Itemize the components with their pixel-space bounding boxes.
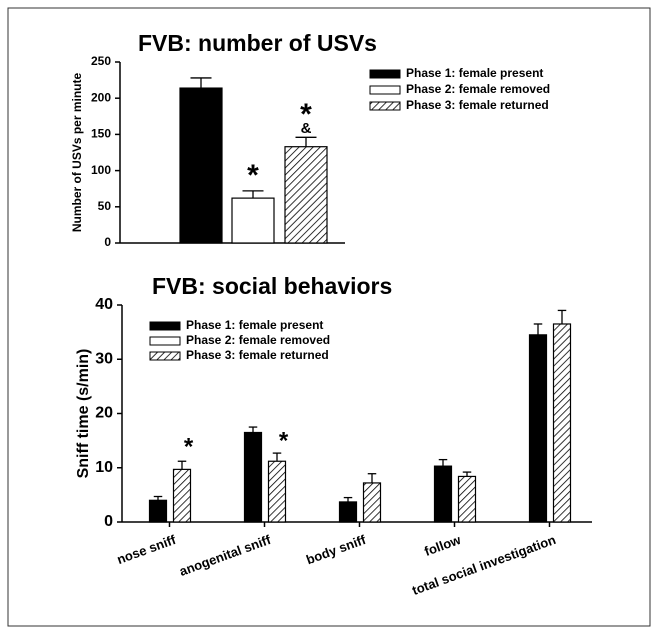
bar [267, 460, 287, 523]
bar [179, 87, 223, 244]
legend-swatch [369, 69, 401, 79]
y-axis-label: Number of USVs per minute [70, 72, 84, 232]
legend-label: Phase 2: female removed [186, 333, 330, 347]
y-tick-label: 50 [98, 199, 112, 213]
y-tick-label: 100 [91, 163, 111, 177]
bar [552, 323, 572, 523]
annotation: * [247, 159, 259, 192]
annotation: * [279, 427, 289, 454]
legend-swatch [149, 351, 181, 361]
legend-label: Phase 3: female returned [186, 348, 329, 362]
legend-swatch [369, 101, 401, 111]
y-tick-label: 20 [95, 405, 113, 422]
x-tick-label: anogenital sniff [177, 532, 273, 579]
bar [362, 482, 382, 523]
y-tick-label: 30 [95, 350, 113, 367]
y-tick-label: 200 [91, 90, 111, 104]
legend-swatch [149, 336, 181, 346]
bar [433, 465, 453, 523]
annotation: * [184, 433, 194, 460]
bar [528, 334, 548, 523]
legend-swatch [369, 85, 401, 95]
chart-title: FVB: number of USVs [138, 30, 377, 56]
annotation: * [300, 98, 312, 131]
bar [172, 468, 192, 523]
bar [148, 499, 168, 523]
bar [457, 475, 477, 523]
y-tick-label: 150 [91, 127, 111, 141]
y-axis-label: Sniff time (s/min) [75, 349, 92, 479]
y-tick-label: 0 [104, 513, 113, 530]
annotation: & [301, 120, 312, 137]
y-tick-label: 10 [95, 459, 113, 476]
bar [243, 431, 263, 523]
y-tick-label: 40 [95, 296, 113, 313]
x-tick-label: follow [422, 532, 463, 559]
x-tick-label: nose sniff [115, 532, 178, 567]
legend-swatch [149, 321, 181, 331]
legend-label: Phase 1: female present [186, 318, 323, 332]
legend-label: Phase 1: female present [406, 66, 543, 80]
legend-label: Phase 2: female removed [406, 82, 550, 96]
bar [284, 146, 328, 244]
bar [231, 197, 275, 244]
frame [7, 7, 651, 627]
y-tick-label: 0 [104, 235, 111, 249]
y-tick-label: 250 [91, 54, 111, 68]
legend-label: Phase 3: female returned [406, 98, 549, 112]
chart-title: FVB: social behaviors [152, 273, 392, 299]
x-tick-label: body sniff [304, 532, 368, 568]
bar [338, 501, 358, 523]
